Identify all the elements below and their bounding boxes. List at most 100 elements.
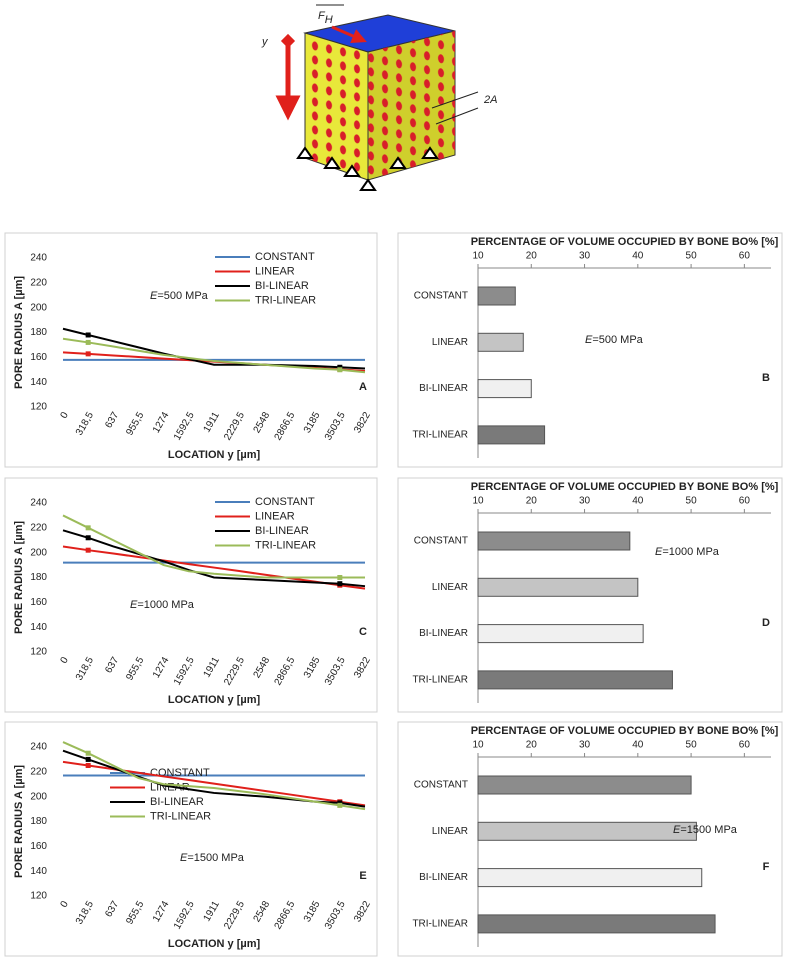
bar xyxy=(477,624,644,644)
panel-frame xyxy=(397,477,783,713)
bar xyxy=(477,868,703,888)
x-tick-label: 10 xyxy=(472,496,484,507)
panel-frame xyxy=(4,232,378,468)
series-marker xyxy=(85,339,91,345)
legend-label: CONSTANT xyxy=(255,496,315,508)
annotation-symbol: E xyxy=(130,599,138,611)
bar xyxy=(477,425,546,445)
panel-letter: D xyxy=(762,617,770,629)
annotation: E=500 MPa xyxy=(150,290,209,302)
bar xyxy=(477,379,532,399)
x-tick-label: 2548 xyxy=(252,410,273,435)
bar xyxy=(477,914,716,934)
annotation-text: =1000 MPa xyxy=(137,599,194,611)
y-tick-label: 200 xyxy=(30,791,47,802)
annotation: E=1000 MPa xyxy=(130,599,195,611)
panel-letter: F xyxy=(763,861,770,873)
x-tick-label: 50 xyxy=(686,496,698,507)
x-tick-label: 30 xyxy=(579,496,591,507)
x-tick-label: 318,5 xyxy=(74,655,96,683)
x-tick-label: 20 xyxy=(526,496,538,507)
force-subscript: H xyxy=(325,14,333,26)
y-tick-label: 200 xyxy=(30,302,47,313)
series-marker xyxy=(85,525,91,531)
y-tick-label: 160 xyxy=(30,841,47,852)
x-tick-label: 40 xyxy=(632,251,644,262)
y-tick-label: 140 xyxy=(30,377,47,388)
y-tick-label: 140 xyxy=(30,866,47,877)
series-marker xyxy=(85,535,91,541)
y-tick-label: 120 xyxy=(30,647,47,658)
series-marker xyxy=(85,756,91,762)
series-marker xyxy=(85,332,91,338)
x-tick-label: 955,5 xyxy=(124,410,146,438)
series-marker xyxy=(85,547,91,553)
y-axis-label: PORE RADIUS A [µm] xyxy=(13,276,25,389)
panel-frame xyxy=(4,477,378,713)
y-tick-label: 220 xyxy=(30,522,47,533)
y-tick-label: LINEAR xyxy=(432,337,468,348)
force-symbol: F xyxy=(318,10,326,22)
panel-letter: E xyxy=(359,870,366,882)
annotation-text: =1000 MPa xyxy=(662,546,719,558)
x-tick-label: 0 xyxy=(59,655,72,666)
x-tick-label: 1274 xyxy=(151,655,172,680)
bar xyxy=(477,670,673,690)
x-tick-label: 1592,5 xyxy=(172,899,197,931)
chart-title: PERCENTAGE OF VOLUME OCCUPIED BY BONE BO… xyxy=(471,725,779,737)
annotation: E=1000 MPa xyxy=(655,546,720,558)
bar xyxy=(477,531,631,551)
cube-right-pores xyxy=(368,31,455,180)
series-line xyxy=(62,327,366,370)
annotation: E=1500 MPa xyxy=(180,852,245,864)
y-tick-label: CONSTANT xyxy=(414,291,468,302)
chart-title: PERCENTAGE OF VOLUME OCCUPIED BY BONE BO… xyxy=(471,481,779,493)
y-tick-label: 220 xyxy=(30,766,47,777)
annotation-symbol: E xyxy=(180,852,188,864)
y-tick-label: 180 xyxy=(30,572,47,583)
bar xyxy=(477,577,639,597)
x-tick-label: 3185 xyxy=(302,410,323,435)
x-tick-label: 1274 xyxy=(151,899,172,924)
y-tick-label: TRI-LINEAR xyxy=(412,430,468,441)
x-tick-label: 637 xyxy=(103,410,121,430)
annotation-text: =500 MPa xyxy=(592,334,643,346)
x-tick-label: 40 xyxy=(632,740,644,751)
y-tick-label: TRI-LINEAR xyxy=(412,675,468,686)
annotation: E=1500 MPa xyxy=(673,824,738,836)
x-tick-label: 955,5 xyxy=(124,655,146,683)
y-tick-label: BI-LINEAR xyxy=(419,383,468,394)
x-tick-label: 637 xyxy=(103,899,121,919)
x-tick-label: 3503,5 xyxy=(323,899,348,931)
legend-label: LINEAR xyxy=(255,265,295,277)
y-tick-label: 180 xyxy=(30,816,47,827)
series-marker xyxy=(337,581,343,587)
x-tick-label: 318,5 xyxy=(74,899,96,927)
x-tick-label: 20 xyxy=(526,740,538,751)
x-tick-label: 30 xyxy=(579,740,591,751)
series-line xyxy=(62,760,366,807)
legend-label: CONSTANT xyxy=(255,251,315,263)
y-tick-label: 240 xyxy=(30,498,47,509)
x-tick-label: 2229,5 xyxy=(222,899,247,931)
y-tick-label: TRI-LINEAR xyxy=(412,919,468,930)
series-marker xyxy=(85,750,91,756)
force-arrow xyxy=(331,25,367,43)
y-tick-label: 240 xyxy=(30,742,47,753)
legend-label: BI-LINEAR xyxy=(150,796,204,808)
x-tick-label: 0 xyxy=(59,899,72,910)
x-tick-label: 2229,5 xyxy=(222,655,247,687)
series-marker xyxy=(85,763,91,769)
annotation-text: =1500 MPa xyxy=(187,852,244,864)
y-tick-label: 220 xyxy=(30,277,47,288)
y-tick-label: LINEAR xyxy=(432,826,468,837)
x-tick-label: 2548 xyxy=(252,655,273,680)
bar xyxy=(477,286,516,306)
x-tick-label: 3822 xyxy=(352,655,373,680)
legend-label: LINEAR xyxy=(255,510,295,522)
x-tick-label: 2866,5 xyxy=(273,655,298,687)
panel-frame xyxy=(4,721,378,957)
series-line xyxy=(62,337,366,374)
annotation-symbol: E xyxy=(655,546,663,558)
y-tick-label: CONSTANT xyxy=(414,780,468,791)
